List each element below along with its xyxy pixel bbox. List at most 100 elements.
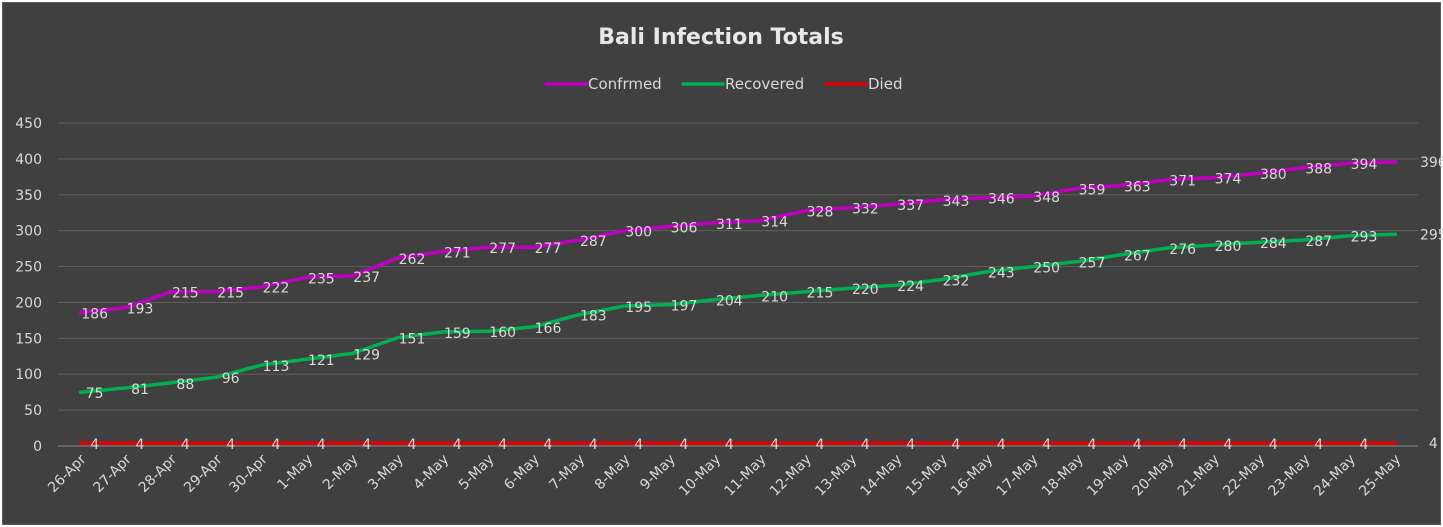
data-label: 237: [353, 270, 380, 286]
x-tick-label: 19-May: [1084, 452, 1132, 500]
x-tick-label: 3-May: [365, 452, 407, 494]
data-label: 4: [1224, 437, 1233, 453]
data-label: 276: [1169, 242, 1196, 258]
legend: Confrmed Recovered Died: [544, 75, 902, 93]
data-label: 4: [634, 437, 643, 453]
data-label: 4: [997, 437, 1006, 453]
data-label: 204: [716, 294, 743, 310]
data-label: 277: [535, 241, 562, 257]
data-label: 4: [1178, 437, 1187, 453]
y-tick-label: 50: [24, 403, 42, 419]
data-label: 4: [317, 437, 326, 453]
chart-title: Bali Infection Totals: [598, 25, 843, 50]
x-tick-label: 2-May: [320, 452, 362, 494]
data-label: 166: [535, 321, 562, 337]
x-tick-label: 23-May: [1266, 452, 1314, 500]
data-label: 363: [1124, 179, 1151, 195]
data-label: 4: [680, 437, 689, 453]
data-label: 4: [136, 437, 145, 453]
data-label: 346: [988, 192, 1015, 208]
x-tick-label: 16-May: [948, 452, 996, 500]
data-label: 210: [761, 289, 788, 305]
data-label: 4: [362, 437, 371, 453]
x-tick-label: 26-Apr: [45, 451, 90, 496]
data-label: 4: [1042, 437, 1051, 453]
data-label: 121: [308, 353, 335, 369]
y-axis: 0 50 100 150 200 250 300 350 400 450: [15, 116, 42, 455]
data-label: 4: [453, 437, 462, 453]
data-label: 284: [1260, 236, 1287, 252]
y-tick-label: 150: [15, 331, 42, 347]
x-tick-label: 6-May: [501, 452, 543, 494]
data-label: 311: [716, 217, 743, 233]
data-label: 287: [580, 234, 607, 250]
data-label: 343: [943, 194, 970, 210]
data-label: 348: [1033, 190, 1060, 206]
data-label: 314: [761, 215, 788, 231]
x-tick-label: 29-Apr: [181, 451, 226, 496]
y-tick-label: 450: [15, 116, 42, 132]
data-label: 113: [263, 359, 290, 375]
data-label: 215: [217, 286, 244, 302]
x-tick-label: 5-May: [456, 452, 498, 494]
data-label: 193: [127, 301, 154, 317]
data-label: 215: [807, 286, 834, 302]
data-label: 186: [81, 306, 108, 322]
x-tick-label: 11-May: [722, 452, 770, 500]
series-line-recovered: [78, 232, 1398, 394]
data-label: 4: [725, 437, 734, 453]
x-tick-label: 8-May: [592, 452, 634, 494]
data-label: 300: [625, 225, 652, 241]
data-label: 4: [1088, 437, 1097, 453]
x-tick-label: 28-Apr: [136, 451, 181, 496]
data-label: 359: [1079, 182, 1106, 198]
data-label: 328: [807, 205, 834, 221]
data-label: 4: [1429, 436, 1438, 452]
x-tick-label: 4-May: [411, 452, 453, 494]
x-tick-label: 13-May: [812, 452, 860, 500]
data-label: 306: [671, 220, 698, 236]
data-label: 4: [408, 437, 417, 453]
data-label: 4: [90, 437, 99, 453]
data-label: 374: [1215, 172, 1242, 188]
legend-label: Confrmed: [588, 75, 662, 93]
data-label: 160: [489, 325, 516, 341]
x-tick-label: 25-May: [1356, 452, 1404, 500]
x-tick-label: 14-May: [858, 452, 906, 500]
data-label: 81: [131, 382, 149, 398]
data-label: 380: [1260, 167, 1287, 183]
data-labels: 186 193 215 215 222 235 237 262 271 277 277 287 300 3…: [81, 155, 1443, 453]
data-label: 257: [1079, 256, 1106, 272]
data-label: 215: [172, 286, 199, 302]
data-label: 4: [952, 437, 961, 453]
x-tick-label: 21-May: [1175, 452, 1223, 500]
y-tick-label: 100: [15, 367, 42, 383]
data-label: 277: [489, 241, 516, 257]
data-label: 262: [399, 252, 426, 268]
data-label: 287: [1305, 234, 1332, 250]
data-label: 4: [1269, 437, 1278, 453]
data-label: 4: [544, 437, 553, 453]
x-axis: 26-Apr 27-Apr 28-Apr 29-Apr 30-Apr 1-May 2-May…: [45, 451, 1404, 499]
y-tick-label: 200: [15, 295, 42, 311]
x-tick-label: 7-May: [547, 452, 589, 494]
data-label: 88: [176, 377, 194, 393]
gridlines: [58, 122, 1418, 447]
legend-label: Died: [868, 75, 902, 93]
data-label: 4: [906, 437, 915, 453]
data-label: 295: [1420, 227, 1443, 243]
data-label: 4: [181, 437, 190, 453]
data-label: 195: [625, 300, 652, 316]
series-line-confrmed: [78, 160, 1398, 315]
data-label: 183: [580, 309, 607, 325]
y-tick-label: 300: [15, 224, 42, 240]
data-label: 96: [222, 371, 240, 387]
data-label: 388: [1305, 162, 1332, 178]
data-label: 293: [1351, 230, 1378, 246]
legend-label: Recovered: [725, 75, 804, 93]
x-tick-label: 9-May: [637, 452, 679, 494]
data-label: 197: [671, 299, 698, 315]
data-label: 337: [897, 198, 924, 214]
